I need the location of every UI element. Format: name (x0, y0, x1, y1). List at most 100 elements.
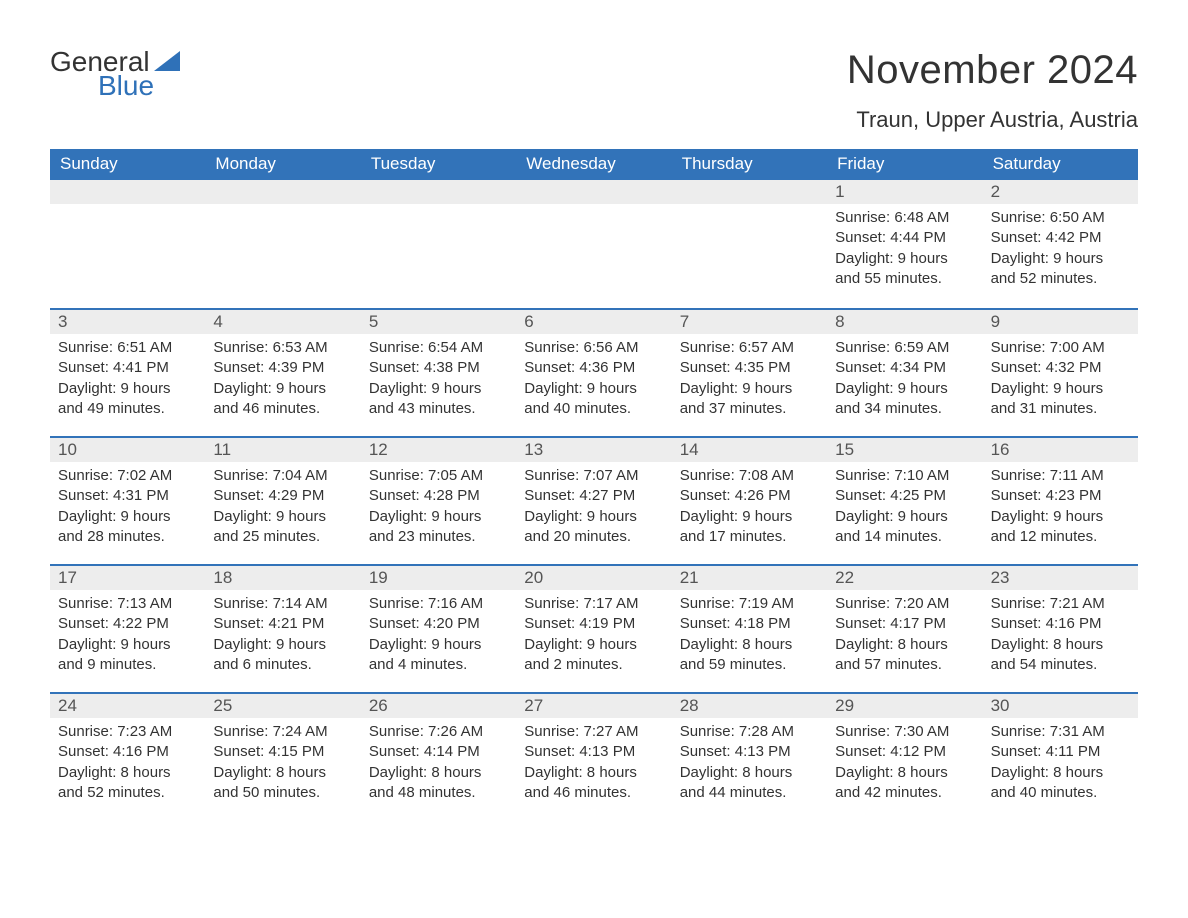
logo-text: General Blue (50, 48, 180, 100)
day-body: Sunrise: 6:48 AMSunset: 4:44 PMDaylight:… (827, 204, 982, 297)
day-number: 3 (50, 310, 205, 334)
day-number: 13 (516, 438, 671, 462)
daylight-line-2: and 23 minutes. (369, 527, 508, 547)
day-body: Sunrise: 7:05 AMSunset: 4:28 PMDaylight:… (361, 462, 516, 555)
sunset-line: Sunset: 4:17 PM (835, 614, 974, 634)
day-body: Sunrise: 7:02 AMSunset: 4:31 PMDaylight:… (50, 462, 205, 555)
daylight-line-1: Daylight: 8 hours (213, 763, 352, 783)
sunrise-line: Sunrise: 6:54 AM (369, 338, 508, 358)
empty-day-strip (205, 180, 360, 204)
day-number: 14 (672, 438, 827, 462)
day-number: 25 (205, 694, 360, 718)
sunset-line: Sunset: 4:27 PM (524, 486, 663, 506)
day-cell: 10Sunrise: 7:02 AMSunset: 4:31 PMDayligh… (50, 438, 205, 564)
daylight-line-2: and 50 minutes. (213, 783, 352, 803)
day-cell (205, 180, 360, 308)
day-number: 5 (361, 310, 516, 334)
day-cell: 24Sunrise: 7:23 AMSunset: 4:16 PMDayligh… (50, 694, 205, 820)
day-number: 2 (983, 180, 1138, 204)
day-body: Sunrise: 7:19 AMSunset: 4:18 PMDaylight:… (672, 590, 827, 683)
sunset-line: Sunset: 4:42 PM (991, 228, 1130, 248)
day-cell (50, 180, 205, 308)
daylight-line-1: Daylight: 9 hours (680, 379, 819, 399)
daylight-line-2: and 49 minutes. (58, 399, 197, 419)
sunset-line: Sunset: 4:22 PM (58, 614, 197, 634)
day-number: 8 (827, 310, 982, 334)
day-body: Sunrise: 7:14 AMSunset: 4:21 PMDaylight:… (205, 590, 360, 683)
day-cell: 16Sunrise: 7:11 AMSunset: 4:23 PMDayligh… (983, 438, 1138, 564)
day-number: 1 (827, 180, 982, 204)
daylight-line-2: and 46 minutes. (524, 783, 663, 803)
week-row: 3 Sunrise: 6:51 AMSunset: 4:41 PM Daylight… (50, 308, 1138, 436)
day-cell: 21Sunrise: 7:19 AMSunset: 4:18 PMDayligh… (672, 566, 827, 692)
daylight-line-2: and 40 minutes. (524, 399, 663, 419)
daylight-line-2: and 6 minutes. (213, 655, 352, 675)
sunset-line: Sunset: 4:12 PM (835, 742, 974, 762)
sunset-line: Sunset: 4:36 PM (524, 358, 663, 378)
weeks-container: 1Sunrise: 6:48 AMSunset: 4:44 PMDaylight… (50, 180, 1138, 820)
day-cell: 28Sunrise: 7:28 AMSunset: 4:13 PMDayligh… (672, 694, 827, 820)
daylight-line-1: Daylight: 9 hours (213, 507, 352, 527)
sunrise-line: Sunrise: 6:48 AM (835, 208, 974, 228)
daylight-line-2: and 2 minutes. (524, 655, 663, 675)
sunset-line: Sunset: 4:41 PM (58, 358, 197, 378)
day-body: Sunrise: 7:17 AMSunset: 4:19 PMDaylight:… (516, 590, 671, 683)
sunrise-line: Sunrise: 7:31 AM (991, 722, 1130, 742)
daylight-line-2: and 44 minutes. (680, 783, 819, 803)
daylight-line-2: and 52 minutes. (991, 269, 1130, 289)
daylight-line-1: Daylight: 9 hours (835, 507, 974, 527)
day-cell: 12Sunrise: 7:05 AMSunset: 4:28 PMDayligh… (361, 438, 516, 564)
week-row: 24Sunrise: 7:23 AMSunset: 4:16 PMDayligh… (50, 692, 1138, 820)
day-cell: 17Sunrise: 7:13 AMSunset: 4:22 PMDayligh… (50, 566, 205, 692)
day-number: 15 (827, 438, 982, 462)
day-body: Sunrise: 7:27 AMSunset: 4:13 PMDaylight:… (516, 718, 671, 811)
day-number: 23 (983, 566, 1138, 590)
daylight-line-2: and 42 minutes. (835, 783, 974, 803)
sunset-line: Sunset: 4:25 PM (835, 486, 974, 506)
day-number: 4 (205, 310, 360, 334)
day-cell: 23Sunrise: 7:21 AMSunset: 4:16 PMDayligh… (983, 566, 1138, 692)
sunset-line: Sunset: 4:28 PM (369, 486, 508, 506)
sunrise-line: Sunrise: 7:23 AM (58, 722, 197, 742)
day-body: Sunrise: 7:13 AMSunset: 4:22 PMDaylight:… (50, 590, 205, 683)
day-cell: 6Sunrise: 6:56 AMSunset: 4:36 PMDaylight… (516, 310, 671, 436)
day-cell: 4Sunrise: 6:53 AMSunset: 4:39 PMDaylight… (205, 310, 360, 436)
triangle-icon (154, 51, 180, 75)
daylight-line-2: and 59 minutes. (680, 655, 819, 675)
sunrise-line: Sunrise: 7:10 AM (835, 466, 974, 486)
daylight-line-1: Daylight: 9 hours (524, 379, 663, 399)
daylight-line-1: Daylight: 9 hours (213, 379, 352, 399)
day-body: Sunrise: 7:20 AMSunset: 4:17 PMDaylight:… (827, 590, 982, 683)
day-body: Sunrise: 7:00 AMSunset: 4:32 PMDaylight:… (983, 334, 1138, 427)
day-body: Sunrise: 7:10 AMSunset: 4:25 PMDaylight:… (827, 462, 982, 555)
sunset-line: Sunset: 4:32 PM (991, 358, 1130, 378)
daylight-line-1: Daylight: 9 hours (835, 249, 974, 269)
sunrise-line: Sunrise: 7:26 AM (369, 722, 508, 742)
sunset-line: Sunset: 4:26 PM (680, 486, 819, 506)
daylight-line-2: and 48 minutes. (369, 783, 508, 803)
sunrise-line: Sunrise: 7:13 AM (58, 594, 197, 614)
day-cell: 29Sunrise: 7:30 AMSunset: 4:12 PMDayligh… (827, 694, 982, 820)
day-number: 22 (827, 566, 982, 590)
empty-day-strip (361, 180, 516, 204)
daylight-line-1: Daylight: 9 hours (213, 635, 352, 655)
day-number: 7 (672, 310, 827, 334)
day-body: Sunrise: 7:21 AMSunset: 4:16 PMDaylight:… (983, 590, 1138, 683)
sunrise-line: Sunrise: 7:05 AM (369, 466, 508, 486)
sunset-line: Sunset: 4:14 PM (369, 742, 508, 762)
day-number: 21 (672, 566, 827, 590)
daylight-line-2: and 28 minutes. (58, 527, 197, 547)
sunrise-line: Sunrise: 6:51 AM (58, 338, 197, 358)
day-number: 26 (361, 694, 516, 718)
daylight-line-2: and 54 minutes. (991, 655, 1130, 675)
daylight-line-2: and 20 minutes. (524, 527, 663, 547)
sunrise-line: Sunrise: 7:00 AM (991, 338, 1130, 358)
day-cell: 27Sunrise: 7:27 AMSunset: 4:13 PMDayligh… (516, 694, 671, 820)
sunset-line: Sunset: 4:11 PM (991, 742, 1130, 762)
sunrise-line: Sunrise: 6:57 AM (680, 338, 819, 358)
sunrise-line: Sunrise: 6:53 AM (213, 338, 352, 358)
month-title: November 2024 (847, 48, 1138, 93)
day-cell: 13Sunrise: 7:07 AMSunset: 4:27 PMDayligh… (516, 438, 671, 564)
day-cell: 18Sunrise: 7:14 AMSunset: 4:21 PMDayligh… (205, 566, 360, 692)
daylight-line-1: Daylight: 9 hours (369, 507, 508, 527)
